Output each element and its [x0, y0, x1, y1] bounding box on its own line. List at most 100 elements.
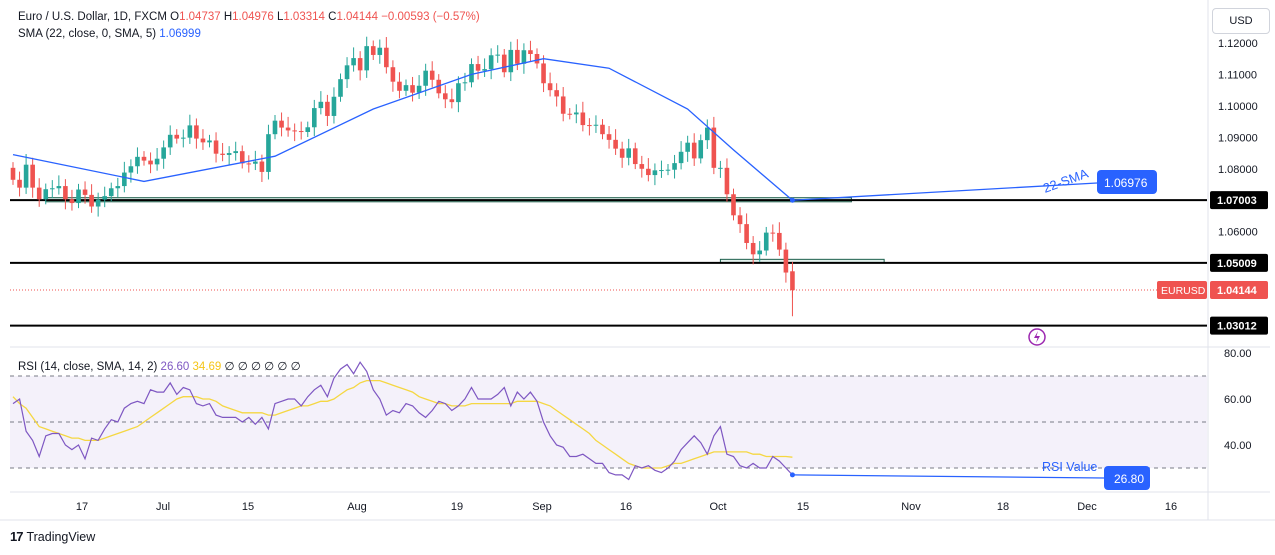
candle-body — [750, 242, 756, 255]
level-badge — [1210, 253, 1268, 272]
time-tick-label: 15 — [797, 501, 809, 513]
candle-body — [567, 113, 573, 115]
sma-legend[interactable]: SMA (22, close, 0, SMA, 5) 1.06999 — [18, 28, 201, 40]
symbol-title[interactable]: Euro / U.S. Dollar, 1D, FXCM — [18, 11, 167, 23]
rsi-legend[interactable]: RSI (14, close, SMA, 14, 2) 26.60 34.69 … — [18, 359, 301, 373]
candle-body — [397, 81, 402, 91]
price-tick-label: 1.06000 — [1218, 227, 1258, 239]
levels — [10, 199, 1207, 327]
candle-body — [554, 90, 559, 97]
candle-body — [43, 189, 49, 200]
sma-callout-badge-label: 1.06976 — [1104, 176, 1148, 190]
candle-body — [390, 67, 396, 82]
level-badge — [1210, 316, 1268, 335]
close-label: C — [328, 11, 337, 23]
price-tick-label: 1.12000 — [1218, 38, 1258, 50]
candle-body — [632, 148, 638, 165]
candle-body — [30, 164, 35, 188]
chart-header: Euro / U.S. Dollar, 1D, FXCM O1.04737 H1… — [18, 11, 480, 23]
candle-body — [259, 161, 265, 172]
candle-body — [357, 58, 363, 71]
candle-body — [148, 160, 153, 165]
candle-body — [731, 194, 736, 216]
lightning-glyph — [1034, 331, 1040, 343]
time-tick-label: 15 — [242, 501, 254, 513]
candle-body — [253, 161, 258, 164]
candle-body — [639, 164, 645, 169]
candle-body — [36, 187, 42, 200]
candle-body — [338, 79, 343, 97]
rsi-value: 26.60 — [160, 361, 190, 373]
rsi-label: RSI (14, close, SMA, 14, 2) — [18, 361, 158, 373]
candle-body — [606, 134, 612, 140]
level-badge-label: 1.07003 — [1217, 195, 1257, 207]
candle-body — [128, 166, 134, 173]
candle-body — [600, 124, 605, 135]
candle-body — [534, 54, 540, 64]
candle-body — [344, 65, 350, 80]
candle-body — [449, 99, 455, 103]
candle-body — [292, 130, 297, 132]
candle-body — [370, 46, 376, 55]
candle-body — [705, 127, 710, 141]
candle-body — [331, 96, 337, 116]
rsi-callout-badge — [1104, 466, 1150, 490]
sma-label: SMA (22, close, 0, SMA, 5) — [18, 28, 157, 40]
candle-body — [469, 64, 474, 83]
candle-body — [285, 127, 291, 131]
candle-body — [698, 140, 704, 159]
candle-body — [384, 47, 389, 68]
candle-body — [108, 188, 114, 197]
candle-body — [305, 127, 311, 132]
rsi-tick-label: 60.00 — [1224, 394, 1252, 406]
candle-body — [672, 163, 677, 170]
candle-body — [678, 151, 684, 164]
time-tick-label: Aug — [347, 501, 367, 513]
candle-body — [194, 125, 199, 139]
candle-body — [718, 167, 723, 169]
level-badge — [1210, 191, 1268, 210]
tradingview-footer[interactable]: 17 TradingView — [10, 529, 95, 544]
candle-body — [187, 125, 193, 138]
rsi-path — [12, 361, 793, 481]
candle-body — [488, 55, 494, 70]
candle-body — [213, 140, 219, 154]
main-grid — [0, 0, 1275, 521]
candle-body — [167, 134, 173, 148]
candle-body — [541, 63, 546, 84]
candle-body — [102, 196, 107, 200]
candle-body — [777, 232, 782, 250]
rsi-extra-values: ∅ ∅ ∅ ∅ ∅ ∅ — [224, 361, 301, 373]
symbol-tag-label: EURUSD — [1161, 285, 1206, 297]
rsi-callout-text: RSI Value — [1042, 460, 1097, 474]
currency-button[interactable]: USD — [1212, 8, 1270, 34]
candle-body — [272, 120, 278, 135]
price-tick-label: 1.09000 — [1218, 132, 1258, 144]
candle-body — [174, 134, 180, 139]
candle-body — [521, 50, 527, 64]
time-tick-label: 16 — [1165, 501, 1177, 513]
candle-body — [462, 82, 468, 84]
low-value: 1.03314 — [283, 11, 325, 23]
candle-body — [89, 194, 94, 207]
candle-body — [744, 224, 749, 243]
candle-body — [691, 142, 697, 159]
candle-body — [619, 148, 625, 158]
candle-body — [161, 147, 166, 159]
candle-body — [665, 169, 671, 171]
candle-body — [547, 83, 553, 91]
candle-body — [456, 83, 461, 103]
sma-callout-text: 22-SMA — [1041, 166, 1091, 196]
symbol-tag — [1157, 281, 1207, 300]
candle-body — [685, 142, 690, 152]
level-badge-label: 1.05009 — [1217, 258, 1257, 270]
candle-body — [312, 108, 317, 128]
candle-body — [770, 232, 776, 234]
candle-body — [364, 46, 369, 71]
candle-body — [318, 101, 324, 109]
candle-body — [351, 58, 356, 66]
level-badge-label: 1.03012 — [1217, 321, 1257, 333]
close-value: 1.04144 — [336, 11, 379, 23]
candle-body — [416, 85, 422, 93]
